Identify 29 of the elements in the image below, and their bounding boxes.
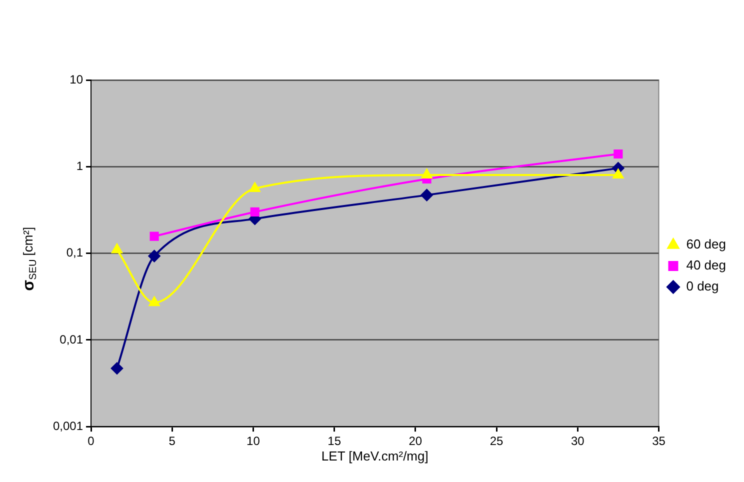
x-axis-title: LET [MeV.cm²/mg] [321, 448, 428, 464]
legend-label: 60 deg [686, 236, 726, 252]
y-tick-label: 10 [70, 72, 84, 86]
point [148, 250, 160, 262]
x-tick-label: 30 [570, 434, 585, 448]
point [612, 169, 624, 179]
y-tick-label: 0,01 [60, 332, 84, 346]
y-tick-label: 0,1 [66, 246, 84, 260]
legend-label: 40 deg [686, 258, 726, 273]
x-tick-label: 10 [246, 434, 260, 448]
point [148, 296, 160, 306]
point [420, 189, 433, 202]
point [614, 149, 623, 159]
x-tick-label: 15 [328, 434, 342, 448]
point [112, 244, 122, 254]
point [150, 232, 159, 241]
x-tick-label: 0 [88, 434, 95, 448]
legend-label: 0 deg [686, 278, 719, 294]
x-tick-label: 35 [652, 434, 666, 448]
y-axis-title: σSEU [cm²] [20, 226, 39, 291]
y-tick-label: 0,001 [53, 418, 84, 433]
y-tick-label: 1 [76, 158, 84, 173]
x-tick-label: 5 [168, 434, 176, 448]
x-tick-label: 25 [490, 434, 504, 448]
point [421, 169, 432, 179]
point [110, 362, 123, 374]
point [250, 207, 260, 216]
point [250, 182, 260, 192]
x-tick-label: 20 [408, 434, 422, 448]
